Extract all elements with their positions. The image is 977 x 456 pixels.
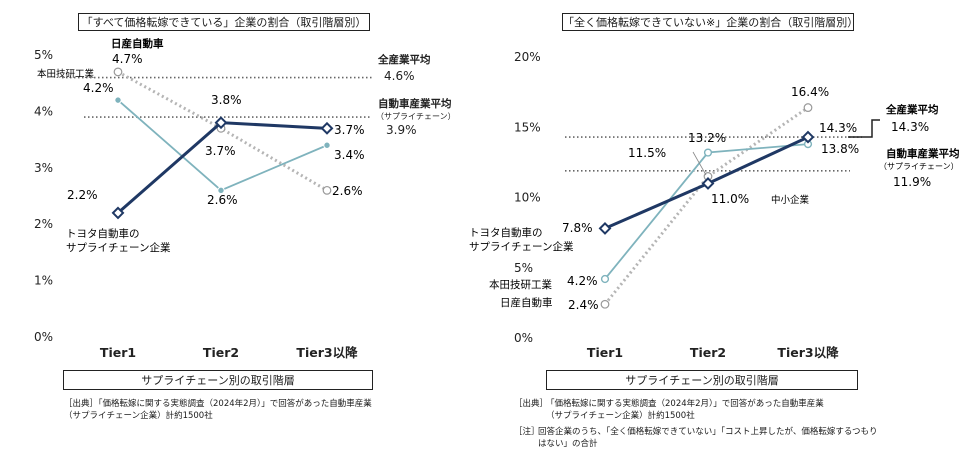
y-tick-label: 0% xyxy=(34,330,53,344)
point-toyota xyxy=(320,121,334,135)
y-tick-label: 2% xyxy=(34,217,53,231)
point-nissan xyxy=(600,299,610,309)
y-tick-label: 0% xyxy=(514,331,533,345)
data-label-honda: 13.2% xyxy=(688,131,726,145)
data-label-nissan: 2.6% xyxy=(332,184,363,198)
data-label-honda: 4.2% xyxy=(567,274,598,288)
y-tick-label: 5% xyxy=(34,48,53,62)
x-tick-label: Tier2 xyxy=(203,345,239,360)
right-note-line-2: はない」の合計 xyxy=(538,439,598,449)
x-tick-label: Tier3以降 xyxy=(777,345,839,360)
point-toyota xyxy=(801,130,815,144)
right-note-line-1: 回答企業のうち、「全く価格転嫁できていない」「コスト上昇したが、価格転嫁するつも… xyxy=(538,427,878,437)
data-label-honda: 13.8% xyxy=(821,142,859,156)
point-honda xyxy=(703,148,713,157)
data-label-honda: 4.2% xyxy=(83,81,114,95)
point-honda xyxy=(600,274,610,284)
point-nissan xyxy=(803,103,813,112)
left-source-line-2: （サプライチェーン企業）計約1500社 xyxy=(64,411,213,421)
data-label-toyota: 7.8% xyxy=(562,221,593,235)
point-honda xyxy=(217,186,225,195)
x-tick-label: Tier1 xyxy=(587,345,623,360)
data-label-nissan: 11.5% xyxy=(628,146,666,160)
y-tick-label: 1% xyxy=(34,274,53,288)
data-label-nissan: 16.4% xyxy=(791,85,829,99)
x-tick-label: Tier2 xyxy=(690,345,726,360)
data-label-toyota: 3.7% xyxy=(334,123,365,137)
data-label-nissan: 2.4% xyxy=(568,298,599,312)
series-name-nissan: 日産自動車 xyxy=(111,37,164,50)
y-tick-label: 5% xyxy=(514,261,533,275)
leader-line-nissan xyxy=(692,151,707,176)
series-line-nissan xyxy=(603,106,809,306)
point-toyota xyxy=(701,177,715,190)
point-toyota xyxy=(214,116,228,130)
left-source-label: ［出典］ xyxy=(64,399,99,409)
reference-label-all-industry: 全産業平均 xyxy=(377,53,431,66)
point-toyota xyxy=(598,221,612,235)
y-tick-label: 10% xyxy=(514,191,541,205)
series-name-toyota-line-2: サプライチェーン企業 xyxy=(469,240,574,253)
reference-value-auto-industry: 3.9% xyxy=(386,123,417,137)
data-label-toyota: 14.3% xyxy=(819,121,857,135)
right-note-label: ［注］ xyxy=(514,427,540,437)
left-xaxis-caption: サプライチェーン別の取引階層 xyxy=(63,370,373,390)
right-xaxis-caption: サプライチェーン別の取引階層 xyxy=(546,370,858,390)
series-name-honda: 本田技研工業 xyxy=(489,278,552,291)
reference-sublabel-auto-industry: （サプライチェーン） xyxy=(879,162,959,171)
right-chart: 0% 5% 10% 15% 20% Tier1 Tier2 Tier3以降 全産業平均 14.3%… xyxy=(469,50,960,360)
right-chart-title: 「全く価格転嫁できていない※」企業の割合（取引階層別） xyxy=(562,13,858,31)
left-source-line-1: 「価格転嫁に関する実態調査（2024年2月）」で回答があった自動車産業 xyxy=(94,399,372,409)
reference-label-auto-industry: 自動車産業平均 xyxy=(378,97,452,110)
data-label-nissan: 4.7% xyxy=(112,52,143,66)
reference-bracket xyxy=(848,119,880,138)
series-name-honda: 本田技研工業 xyxy=(37,68,95,80)
x-tick-label: Tier1 xyxy=(100,345,136,360)
point-toyota xyxy=(111,206,125,220)
right-source-label: ［出典］ xyxy=(514,399,549,409)
y-tick-label: 3% xyxy=(34,161,53,175)
reference-label-auto-industry: 自動車産業平均 xyxy=(886,147,960,160)
y-tick-label: 15% xyxy=(514,120,541,134)
reference-value-auto-industry: 11.9% xyxy=(893,175,931,189)
series-name-toyota-line-1: トヨタ自動車の xyxy=(469,226,543,239)
right-source-line-2: （サプライチェーン企業）計約1500社 xyxy=(546,411,695,421)
y-tick-label: 4% xyxy=(34,104,53,118)
reference-label-all-industry: 全産業平均 xyxy=(885,103,939,116)
series-name-nissan: 日産自動車 xyxy=(500,296,553,309)
reference-sublabel-auto-industry: （サプライチェーン） xyxy=(376,112,456,121)
point-honda xyxy=(323,141,331,149)
left-chart: 0% 1% 2% 3% 4% 5% Tier1 Tier2 Tier3以降 全産業平均 4.6% 自動… xyxy=(34,37,456,360)
data-label-nissan: 3.7% xyxy=(205,144,236,158)
reference-value-all-industry: 4.6% xyxy=(384,69,415,83)
data-label-toyota: 3.8% xyxy=(211,93,242,107)
annotation-sme: 中小企業 xyxy=(771,194,810,206)
right-source-line-1: 「価格転嫁に関する実態調査（2024年2月）」で回答があった自動車産業 xyxy=(546,399,824,409)
y-tick-label: 20% xyxy=(514,50,541,64)
left-chart-title: 「すべて価格転嫁できている」企業の割合（取引階層別） xyxy=(78,13,370,31)
point-nissan xyxy=(113,67,123,77)
data-label-toyota: 2.2% xyxy=(67,188,98,202)
data-label-honda: 2.6% xyxy=(207,193,238,207)
point-nissan xyxy=(322,185,332,195)
data-label-honda: 3.4% xyxy=(334,148,365,162)
series-name-toyota-line-2: サプライチェーン企業 xyxy=(66,241,171,254)
point-honda xyxy=(114,96,122,104)
data-label-toyota: 11.0% xyxy=(711,192,749,206)
reference-value-all-industry: 14.3% xyxy=(891,120,929,134)
series-line-honda xyxy=(604,143,809,280)
x-tick-label: Tier3以降 xyxy=(296,345,358,360)
series-name-toyota-line-1: トヨタ自動車の xyxy=(66,227,140,240)
